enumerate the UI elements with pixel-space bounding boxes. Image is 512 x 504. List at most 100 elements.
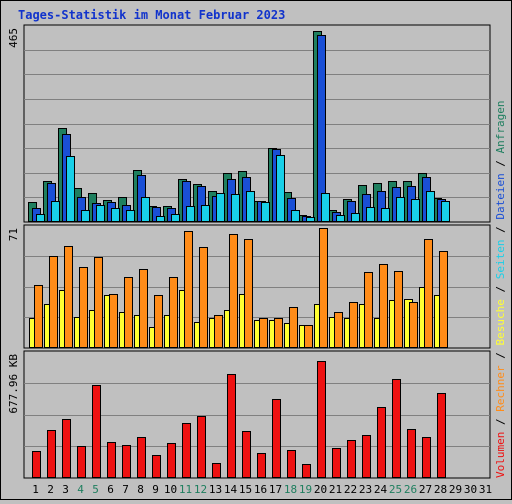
bar-volumen-day-9 [152, 455, 161, 478]
x-tick-label: 18 [284, 483, 297, 496]
legend-item-dateien: Dateien [494, 173, 507, 219]
bar-seiten-day-21 [336, 215, 345, 222]
bar-seiten-day-11 [186, 206, 195, 222]
x-tick-label: 7 [122, 483, 129, 496]
bar-rechner-day-20 [319, 228, 328, 348]
bar-volumen-day-18 [287, 450, 296, 478]
bar-rechner-day-11 [184, 231, 193, 348]
legend-item-seiten: Seiten [494, 240, 507, 280]
bar-seiten-day-16 [261, 202, 270, 222]
legend-separator: / [494, 346, 507, 366]
x-tick-label: 17 [269, 483, 282, 496]
bar-rechner-day-14 [229, 234, 238, 348]
bar-seiten-day-9 [156, 216, 165, 222]
bar-rechner-day-6 [109, 294, 118, 348]
x-tick-label: 20 [314, 483, 327, 496]
bar-volumen-day-24 [377, 407, 386, 478]
bar-rechner-day-1 [34, 285, 43, 348]
bar-volumen-day-13 [212, 463, 221, 478]
x-tick-label: 6 [107, 483, 114, 496]
legend: Volumen / Rechner / Besuche / Seiten / D… [494, 100, 507, 478]
bar-volumen-day-8 [137, 437, 146, 478]
chart-title: Tages-Statistik im Monat Februar 2023 [18, 8, 285, 22]
bar-volumen-day-14 [227, 374, 236, 478]
x-tick-label: 10 [164, 483, 177, 496]
bar-seiten-day-27 [426, 191, 435, 222]
x-tick-label: 5 [92, 483, 99, 496]
bar-seiten-day-14 [231, 194, 240, 222]
panel-2-max-label: 71 [7, 228, 20, 241]
bar-seiten-day-28 [441, 201, 450, 222]
bar-seiten-day-22 [351, 213, 360, 222]
bar-seiten-day-12 [201, 205, 210, 222]
bar-rechner-day-13 [214, 315, 223, 348]
bars-layer [28, 31, 450, 478]
bar-seiten-day-23 [366, 207, 375, 222]
bar-seiten-day-6 [111, 208, 120, 222]
bar-seiten-day-2 [51, 201, 60, 222]
bar-volumen-day-23 [362, 435, 371, 478]
legend-item-volumen: Volumen [494, 432, 507, 478]
x-tick-label: 14 [224, 483, 238, 496]
x-tick-label: 9 [152, 483, 159, 496]
bar-volumen-day-28 [437, 393, 446, 478]
bar-rechner-day-22 [349, 302, 358, 348]
panel-1-max-label: 465 [7, 28, 20, 48]
x-tick-label: 27 [419, 483, 432, 496]
bar-rechner-day-18 [289, 307, 298, 348]
bar-seiten-day-4 [81, 210, 90, 222]
x-tick-label: 22 [344, 483, 357, 496]
bar-rechner-day-12 [199, 247, 208, 348]
bar-seiten-day-5 [96, 205, 105, 222]
bar-rechner-day-26 [409, 302, 418, 348]
bar-seiten-day-20 [321, 193, 330, 222]
bar-rechner-day-27 [424, 239, 433, 348]
bar-volumen-day-12 [197, 416, 206, 478]
bar-volumen-day-3 [62, 419, 71, 478]
bar-rechner-day-23 [364, 272, 373, 348]
x-tick-label: 30 [464, 483, 477, 496]
bar-seiten-day-19 [306, 217, 315, 222]
bar-volumen-day-26 [407, 429, 416, 478]
x-tick-label: 11 [179, 483, 192, 496]
bar-rechner-day-10 [169, 277, 178, 348]
bar-rechner-day-21 [334, 312, 343, 348]
bar-volumen-day-4 [77, 446, 86, 478]
legend-separator: / [494, 153, 507, 173]
bar-volumen-day-7 [122, 445, 131, 478]
bar-volumen-day-22 [347, 440, 356, 478]
bar-seiten-day-13 [216, 193, 225, 222]
bar-rechner-day-25 [394, 271, 403, 348]
bar-rechner-day-24 [379, 264, 388, 348]
x-tick-label: 13 [209, 483, 222, 496]
x-tick-label: 25 [389, 483, 402, 496]
x-tick-label: 26 [404, 483, 417, 496]
bar-rechner-day-2 [49, 256, 58, 348]
x-tick-label: 4 [77, 483, 84, 496]
bar-seiten-day-10 [171, 214, 180, 222]
x-tick-label: 8 [137, 483, 144, 496]
legend-item-besuche: Besuche [494, 299, 507, 345]
bar-rechner-day-17 [274, 318, 283, 348]
bar-volumen-day-15 [242, 431, 251, 478]
bar-seiten-day-26 [411, 199, 420, 222]
bar-volumen-day-27 [422, 437, 431, 478]
bar-volumen-day-1 [32, 451, 41, 478]
bar-seiten-day-8 [141, 197, 150, 222]
bar-rechner-day-5 [94, 257, 103, 348]
bar-rechner-day-28 [439, 251, 448, 348]
bar-seiten-day-25 [396, 197, 405, 222]
bar-rechner-day-9 [154, 295, 163, 348]
bar-volumen-day-20 [317, 361, 326, 478]
x-tick-label: 24 [374, 483, 388, 496]
bar-rechner-day-7 [124, 277, 133, 348]
bar-rechner-day-19 [304, 325, 313, 348]
x-tick-label: 15 [239, 483, 252, 496]
x-tick-label: 12 [194, 483, 207, 496]
bar-volumen-day-11 [182, 423, 191, 478]
bar-volumen-day-2 [47, 430, 56, 478]
bar-volumen-day-25 [392, 379, 401, 478]
bar-volumen-day-21 [332, 448, 341, 478]
